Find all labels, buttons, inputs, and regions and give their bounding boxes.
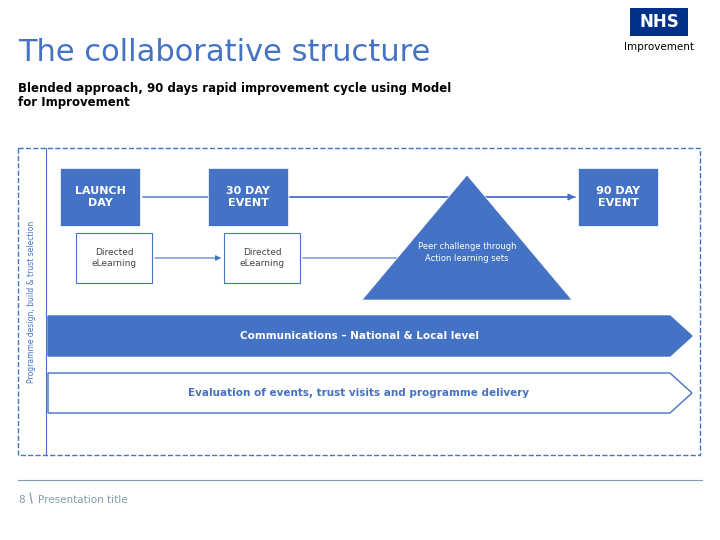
FancyBboxPatch shape: [224, 233, 300, 283]
Text: Improvement: Improvement: [624, 42, 694, 52]
Text: Directed
eLearning: Directed eLearning: [240, 248, 284, 268]
Polygon shape: [48, 373, 692, 413]
Text: Blended approach, 90 days rapid improvement cycle using Model: Blended approach, 90 days rapid improvem…: [18, 82, 451, 95]
FancyBboxPatch shape: [76, 233, 152, 283]
Text: Evaluation of events, trust visits and programme delivery: Evaluation of events, trust visits and p…: [189, 388, 530, 398]
Text: 30 DAY
EVENT: 30 DAY EVENT: [226, 186, 270, 208]
Text: Communications – National & Local level: Communications – National & Local level: [240, 331, 479, 341]
Polygon shape: [48, 316, 692, 356]
Text: 8: 8: [18, 495, 24, 505]
Text: Programme design, build & trust selection: Programme design, build & trust selectio…: [27, 220, 37, 383]
Text: for Improvement: for Improvement: [18, 96, 130, 109]
Text: NHS: NHS: [639, 13, 679, 31]
Text: 90 DAY
EVENT: 90 DAY EVENT: [596, 186, 640, 208]
Text: Directed
eLearning: Directed eLearning: [91, 248, 137, 268]
FancyBboxPatch shape: [60, 168, 140, 226]
Text: Peer challenge through
Action learning sets: Peer challenge through Action learning s…: [418, 242, 516, 263]
Text: LAUNCH
DAY: LAUNCH DAY: [75, 186, 125, 208]
FancyBboxPatch shape: [630, 8, 688, 36]
FancyBboxPatch shape: [578, 168, 658, 226]
Polygon shape: [362, 175, 572, 300]
FancyBboxPatch shape: [208, 168, 288, 226]
Text: The collaborative structure: The collaborative structure: [18, 38, 431, 67]
Text: Presentation title: Presentation title: [38, 495, 127, 505]
